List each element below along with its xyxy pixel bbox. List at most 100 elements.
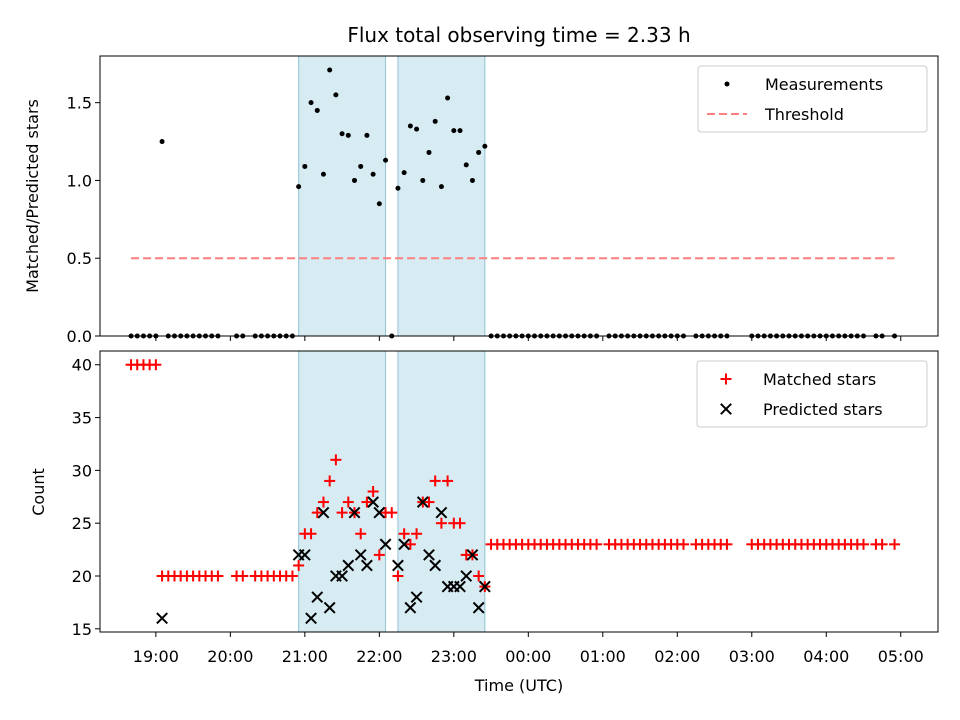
matched-star-point (876, 538, 888, 550)
cross-stroke (354, 548, 367, 561)
x-tick-label: 03:00 (729, 647, 775, 666)
predicted-star-point (367, 496, 380, 508)
y-tick-label: 1.5 (67, 94, 92, 113)
matched-star-point (591, 538, 603, 550)
predicted-star-point (423, 548, 435, 561)
x-axis-label: Time (UTC) (474, 676, 563, 695)
x-tick-label: 04:00 (803, 647, 849, 666)
matched-star-point (429, 475, 441, 487)
cross-stroke (392, 559, 404, 572)
x-tick-label: 02:00 (654, 647, 700, 666)
cross-stroke (423, 548, 435, 561)
bottom-axes-frame (99, 350, 939, 633)
observing-window-shade (298, 55, 387, 337)
measurement-point (395, 185, 401, 191)
top-y-axis-label: Matched/Predicted stars (23, 99, 42, 293)
measurement-point (451, 128, 457, 134)
x-tick-label: 20:00 (207, 647, 253, 666)
x-tick-label: 01:00 (580, 647, 626, 666)
cross-stroke (454, 580, 466, 593)
bottom-y-axis-label: Count (29, 468, 48, 516)
cross-stroke (429, 559, 442, 572)
measurement-point (482, 143, 488, 149)
matched-star-point (442, 475, 454, 487)
matched-star-point (355, 528, 367, 540)
cross-stroke (416, 496, 429, 508)
measurement-point (432, 118, 438, 124)
matched-star-point (373, 549, 385, 561)
legend-label-measurements: Measurements (765, 75, 883, 94)
predicted-star-point (336, 570, 348, 582)
x-tick-label: 23:00 (431, 647, 477, 666)
cross-stroke (466, 548, 479, 561)
legend-label-matched: Matched stars (763, 370, 876, 389)
matched-star-point (286, 570, 298, 582)
measurement-point (364, 132, 370, 138)
matched-star-point (336, 507, 348, 519)
measurement-point (376, 201, 382, 207)
measurement-point (333, 92, 339, 98)
predicted-star-point (466, 548, 479, 561)
measurement-point (457, 128, 463, 134)
measurement-point (345, 132, 351, 138)
legend-label-predicted: Predicted stars (763, 400, 883, 419)
matched-star-point (317, 496, 329, 508)
matched-star-point (858, 538, 870, 550)
cross-stroke (348, 506, 361, 519)
matched-star-point (305, 528, 317, 540)
predicted-star-point (404, 601, 417, 614)
predicted-star-point (354, 548, 367, 561)
y-tick-label: 25 (72, 514, 92, 533)
measurement-point (358, 163, 364, 169)
predicted-star-point (156, 612, 168, 625)
matched-star-point (324, 475, 336, 487)
measurement-point (414, 126, 420, 132)
matched-star-point (435, 517, 447, 529)
predicted-star-point (342, 559, 355, 572)
predicted-star-point (311, 591, 324, 604)
cross-stroke (410, 591, 423, 604)
measurement-point (327, 67, 333, 73)
predicted-star-point (373, 506, 386, 519)
cross-stroke (156, 612, 168, 625)
bottom-legend-box (696, 360, 928, 428)
measurement-point (438, 184, 444, 190)
measurement-point (407, 123, 413, 129)
cross-stroke (342, 559, 355, 572)
matched-star-point (473, 570, 485, 582)
cross-stroke (478, 580, 491, 593)
predicted-star-point (429, 559, 442, 572)
measurement-point (426, 149, 432, 155)
y-tick-label: 0.5 (67, 249, 92, 268)
predicted-star-point (454, 580, 466, 593)
y-tick-label: 0.0 (67, 327, 92, 346)
bottom-panel: 15 20 25 30 35 40 19:00 20:00 21:00 22:00 23:00 00… (29, 350, 939, 695)
measurement-point (302, 163, 308, 169)
x-tick-label: 05:00 (878, 647, 924, 666)
predicted-star-point (472, 601, 485, 614)
chart-title: Flux total observing time = 2.33 h (347, 23, 690, 47)
matched-star-point (411, 528, 423, 540)
y-tick-label: 20 (72, 567, 92, 586)
x-tick-label: 19:00 (133, 647, 179, 666)
x-tick-label: 22:00 (356, 647, 402, 666)
bottom-legend: Matched stars Predicted stars (696, 360, 928, 428)
cross-stroke (404, 601, 417, 614)
matched-star-point (342, 496, 354, 508)
legend-marker-predicted (720, 403, 732, 415)
matched-star-point (367, 486, 379, 497)
cross-stroke (305, 612, 317, 625)
predicted-star-point (392, 559, 404, 572)
predicted-star-point (305, 612, 317, 625)
predicted-star-point (361, 559, 373, 572)
predicted-star-point (410, 591, 423, 604)
measurement-point (420, 177, 426, 183)
measurement-point (159, 139, 165, 145)
matched-star-point (454, 517, 466, 529)
y-tick-label: 40 (72, 356, 92, 375)
measurement-point (401, 170, 407, 176)
top-legend-box (697, 65, 928, 133)
measurement-point (370, 171, 376, 177)
cross-stroke (472, 601, 485, 614)
